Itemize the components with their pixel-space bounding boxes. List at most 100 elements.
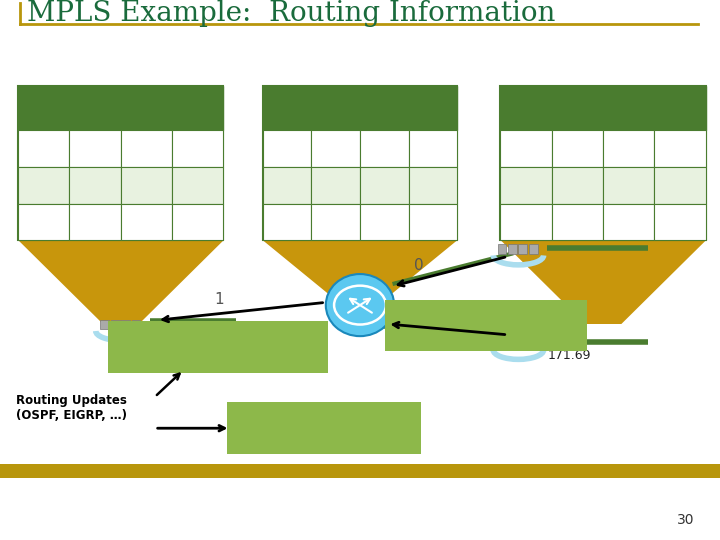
FancyBboxPatch shape [498,244,506,254]
Text: 1: 1 [381,180,387,190]
FancyBboxPatch shape [654,130,706,167]
FancyBboxPatch shape [654,86,706,130]
FancyBboxPatch shape [263,130,311,167]
FancyBboxPatch shape [18,86,223,240]
FancyBboxPatch shape [603,130,654,167]
Text: ...: ... [142,217,150,227]
FancyBboxPatch shape [603,86,654,130]
FancyBboxPatch shape [552,204,603,240]
FancyBboxPatch shape [529,244,538,254]
Text: 128.89: 128.89 [78,144,112,153]
FancyBboxPatch shape [108,321,328,373]
FancyBboxPatch shape [552,130,603,167]
FancyBboxPatch shape [69,86,121,130]
FancyBboxPatch shape [311,130,360,167]
FancyBboxPatch shape [172,204,223,240]
Ellipse shape [325,274,395,336]
Text: You Can Reach 128.89 Thru
Me: You Can Reach 128.89 Thru Me [395,312,577,339]
FancyBboxPatch shape [500,204,552,240]
Text: Out
I'face: Out I'face [616,99,641,118]
FancyBboxPatch shape [121,130,172,167]
FancyBboxPatch shape [0,464,720,478]
Text: 0: 0 [381,144,387,153]
Polygon shape [263,240,457,305]
Text: Out
Label: Out Label [420,99,445,118]
FancyBboxPatch shape [552,86,603,130]
Text: 30: 30 [678,512,695,526]
Text: You Can Reach 171.69 Thru
Me: You Can Reach 171.69 Thru Me [233,414,415,442]
FancyBboxPatch shape [172,130,223,167]
FancyBboxPatch shape [69,204,121,240]
FancyBboxPatch shape [508,339,517,348]
FancyBboxPatch shape [311,204,360,240]
Text: ...: ... [380,217,389,227]
Text: 0   128.89: 0 128.89 [547,225,611,238]
FancyBboxPatch shape [508,244,517,254]
Text: Address
Prefix: Address Prefix [76,99,113,118]
Text: Routing Updates
(OSPF, EIGRP, …): Routing Updates (OSPF, EIGRP, …) [16,394,127,422]
FancyBboxPatch shape [409,204,457,240]
Text: Out
Label: Out Label [185,99,210,118]
Text: 0: 0 [626,144,631,153]
FancyBboxPatch shape [552,167,603,204]
FancyBboxPatch shape [18,167,69,204]
FancyBboxPatch shape [69,167,121,204]
FancyBboxPatch shape [121,86,172,130]
FancyBboxPatch shape [603,204,654,240]
FancyBboxPatch shape [500,86,552,130]
FancyBboxPatch shape [263,86,311,130]
FancyBboxPatch shape [311,167,360,204]
FancyBboxPatch shape [654,167,706,204]
Text: MPLS Example:  Routing Information: MPLS Example: Routing Information [27,0,556,27]
FancyBboxPatch shape [360,167,409,204]
Polygon shape [501,240,706,324]
FancyBboxPatch shape [18,130,69,167]
FancyBboxPatch shape [518,339,527,348]
FancyBboxPatch shape [360,130,409,167]
FancyBboxPatch shape [18,86,69,130]
Text: ...: ... [91,217,99,227]
Text: In
Label: In Label [32,99,56,118]
Polygon shape [19,240,223,324]
FancyBboxPatch shape [263,204,311,240]
FancyBboxPatch shape [654,204,706,240]
Text: ...: ... [331,217,340,227]
FancyBboxPatch shape [111,320,120,329]
Text: Out
Label: Out Label [667,99,692,118]
FancyBboxPatch shape [409,86,457,130]
FancyBboxPatch shape [69,130,121,167]
FancyBboxPatch shape [311,86,360,130]
FancyBboxPatch shape [500,130,552,167]
Text: 171.69: 171.69 [78,180,112,190]
Text: 1: 1 [143,144,149,153]
Text: 1: 1 [215,292,224,307]
Text: Address
Prefix: Address Prefix [318,99,354,118]
Text: 171.69: 171.69 [547,349,590,362]
FancyBboxPatch shape [18,204,69,240]
FancyBboxPatch shape [385,300,587,351]
FancyBboxPatch shape [132,320,140,329]
FancyBboxPatch shape [498,339,506,348]
FancyBboxPatch shape [500,167,552,204]
Text: 1: 1 [143,180,149,190]
Text: 128.89: 128.89 [560,144,594,153]
FancyBboxPatch shape [603,167,654,204]
Text: In
Label: In Label [514,99,539,118]
FancyBboxPatch shape [500,86,706,240]
Text: You Can Reach 128.89 and
171.69 Thru Me: You Can Reach 128.89 and 171.69 Thru Me [130,333,306,361]
Text: 0: 0 [414,258,423,273]
FancyBboxPatch shape [529,339,538,348]
Text: Address
Prefix: Address Prefix [559,99,595,118]
FancyBboxPatch shape [360,86,409,130]
FancyBboxPatch shape [409,167,457,204]
FancyBboxPatch shape [360,204,409,240]
Text: In
Label: In Label [275,99,300,118]
FancyBboxPatch shape [121,320,130,329]
Text: Out
I'face: Out I'face [372,99,397,118]
Text: ...: ... [573,217,582,227]
FancyBboxPatch shape [518,244,527,254]
FancyBboxPatch shape [263,86,457,240]
FancyBboxPatch shape [263,167,311,204]
Text: 171.69: 171.69 [319,180,353,190]
FancyBboxPatch shape [172,86,223,130]
